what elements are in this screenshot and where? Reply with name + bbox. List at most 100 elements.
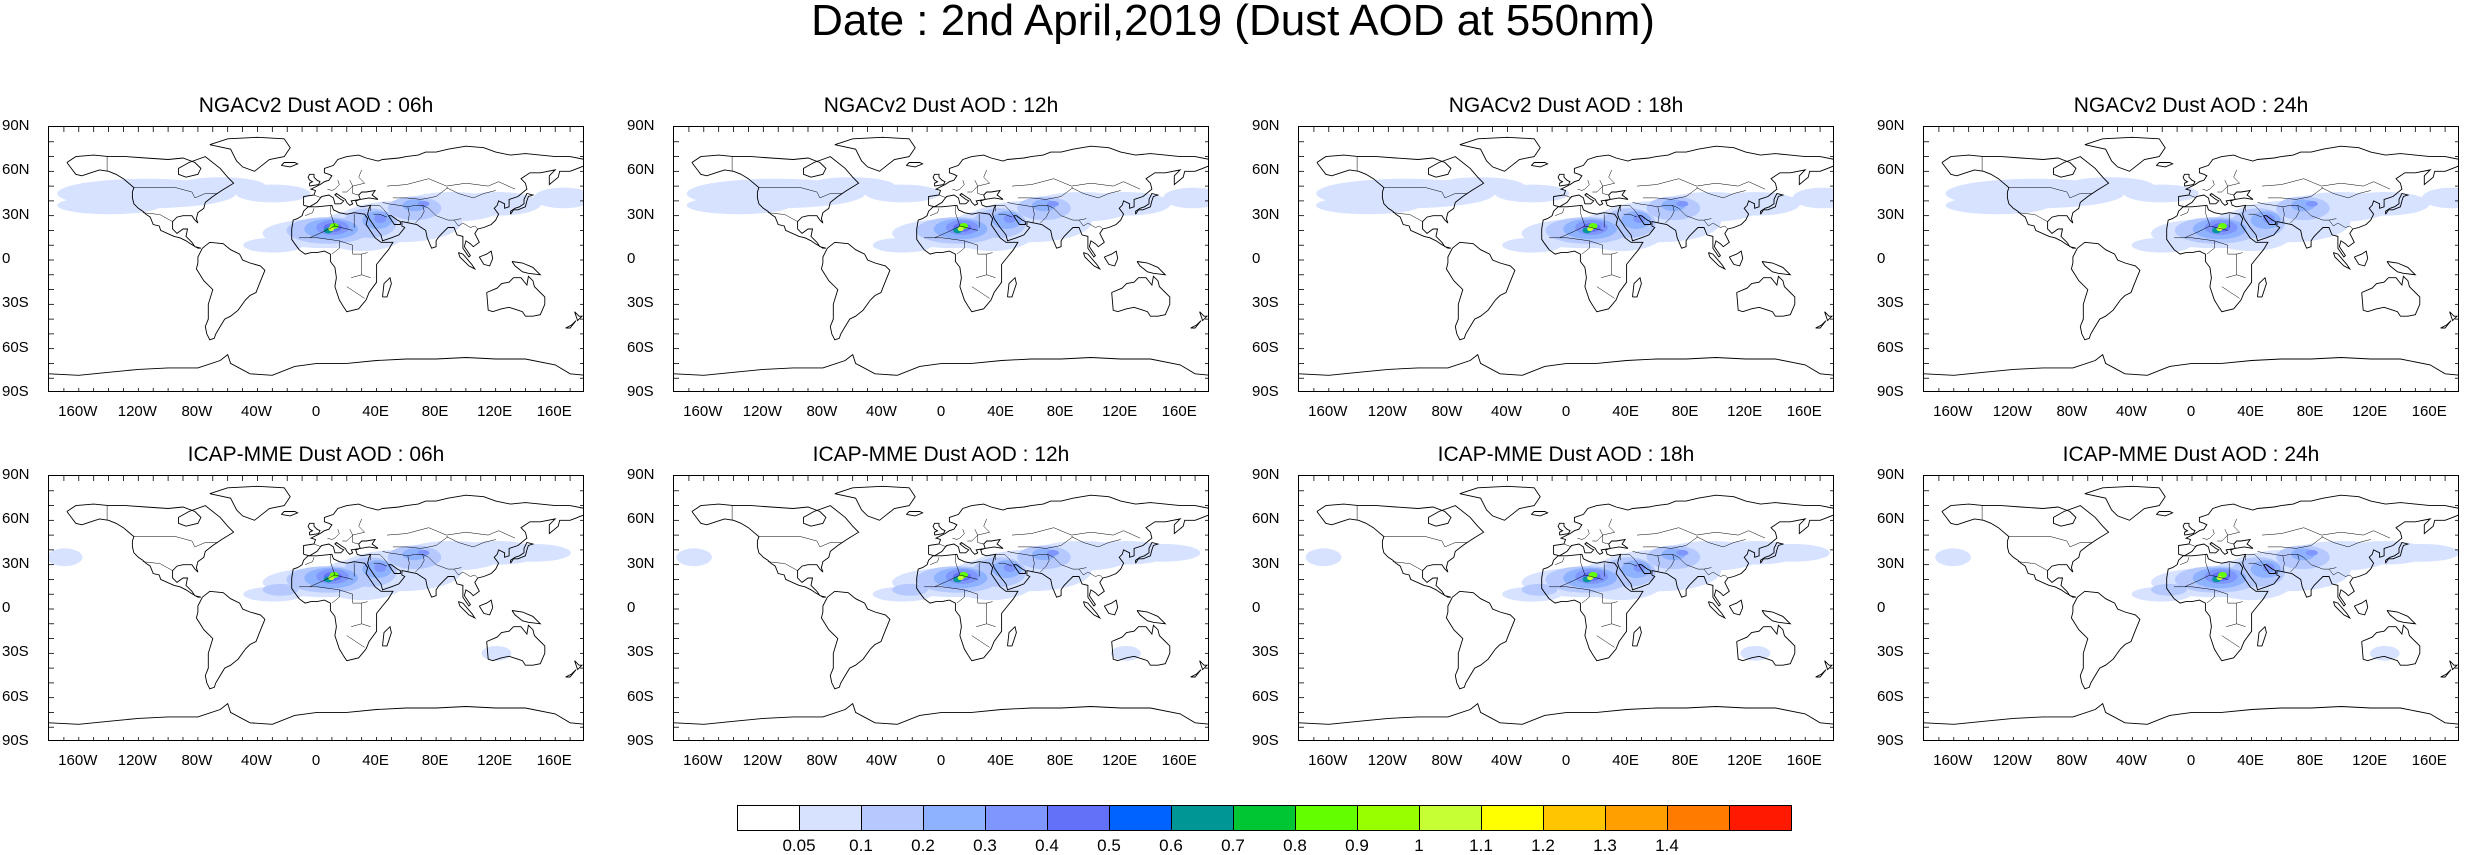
lon-tick-label: 120W: [1367, 752, 1407, 769]
country-border: [373, 562, 388, 567]
country-border: [1636, 178, 1766, 190]
colorbar-swatch: [1543, 805, 1606, 831]
country-border: [1017, 536, 1074, 549]
colorbar-swatch: [1233, 805, 1296, 831]
lon-tick-label: 80E: [2296, 752, 2324, 769]
country-border: [446, 187, 496, 199]
coastline: [1111, 275, 1171, 317]
country-border: [1581, 589, 1590, 604]
lon-tick-label: 40E: [362, 403, 389, 420]
country-border: [952, 180, 965, 191]
coastline: [2361, 275, 2421, 317]
dust-aod-map: [674, 476, 1208, 740]
coastline: [1638, 564, 1651, 574]
coastline: [382, 625, 392, 647]
country-border: [1602, 518, 1616, 545]
coastline: [388, 564, 401, 574]
coastline: [1760, 541, 1785, 564]
coastline: [1638, 215, 1651, 225]
lon-tick-label: 0: [1561, 752, 1571, 769]
panel-title: ICAP-MME Dust AOD : 24h: [2062, 443, 2320, 466]
country-border: [986, 274, 996, 278]
country-border: [453, 219, 478, 230]
country-border: [305, 208, 315, 216]
dust-plume: [243, 237, 303, 253]
dust-plume: [2131, 237, 2192, 253]
country-border: [1078, 219, 1103, 230]
country-border: [428, 557, 462, 570]
coastline: [1541, 204, 1644, 313]
coastline: [49, 702, 583, 725]
coastline: [2166, 553, 2269, 662]
coastline: [1736, 624, 1796, 666]
country-border: [1017, 187, 1074, 200]
map-panel: [673, 126, 1209, 392]
coastline: [1941, 503, 2110, 598]
country-border: [1665, 205, 1675, 224]
country-border: [133, 187, 218, 199]
dust-plume: [49, 548, 83, 567]
country-border: [930, 557, 940, 565]
coastline: [2361, 624, 2421, 666]
dust-aod-map: [1299, 476, 1833, 740]
coastline: [382, 276, 392, 298]
dust-plume: [2305, 200, 2318, 207]
country-border: [142, 212, 173, 222]
dust-plume: [374, 214, 387, 224]
lon-tick-label: 0: [311, 752, 321, 769]
dust-plume: [1521, 583, 1558, 596]
dust-plume: [262, 583, 299, 596]
lat-tick-label: 0: [1252, 250, 1261, 267]
country-border: [1053, 557, 1087, 570]
coastline: [1941, 154, 2110, 249]
dust-plume: [2422, 187, 2458, 209]
country-border: [2321, 536, 2371, 548]
lon-tick-label: 160W: [683, 403, 723, 420]
lat-tick-label: 90N: [627, 117, 655, 134]
dust-plume: [2262, 214, 2275, 224]
country-border: [934, 225, 978, 239]
coastline: [1136, 610, 1167, 625]
country-border: [1549, 586, 1603, 595]
coastline: [1190, 320, 1202, 329]
dust-plume: [533, 187, 583, 209]
lon-tick-label: 160W: [1308, 403, 1348, 420]
coastline: [195, 590, 266, 690]
country-border: [2303, 557, 2337, 570]
coastline: [1013, 215, 1026, 225]
lon-tick-label: 120W: [117, 752, 157, 769]
country-border: [2188, 194, 2197, 199]
lon-tick-label: 160W: [1308, 752, 1348, 769]
lat-tick-label: 0: [2, 599, 11, 616]
lat-tick-label: 60S: [1877, 338, 1904, 356]
colorbar-swatch: [1171, 805, 1234, 831]
lon-tick-label: 160E: [536, 752, 572, 769]
country-border: [938, 543, 947, 548]
coastline: [1082, 601, 1102, 620]
lon-tick-label: 160E: [536, 403, 572, 420]
country-border: [2257, 202, 2285, 224]
coastline: [1136, 261, 1167, 276]
dust-aod-map: [674, 127, 1208, 391]
country-border: [2267, 187, 2324, 200]
coastline: [905, 162, 924, 168]
coastline: [820, 590, 891, 690]
country-border: [1602, 169, 1616, 196]
colorbar-swatch: [1481, 805, 1544, 831]
country-border: [352, 245, 368, 255]
lon-tick-label: 80W: [1431, 403, 1463, 420]
country-border: [142, 561, 173, 571]
lat-tick-label: 90S: [1877, 383, 1904, 400]
colorbar-label: 1.1: [1469, 836, 1493, 855]
country-border: [956, 240, 965, 255]
coastline: [195, 241, 266, 341]
coastline: [307, 173, 321, 187]
lon-tick-label: 40W: [1491, 752, 1522, 769]
coastline: [1815, 669, 1827, 678]
dust-plume: [1494, 184, 1570, 203]
country-border: [407, 554, 429, 558]
coastline: [457, 252, 477, 271]
dust-plume: [1110, 645, 1141, 661]
lat-tick-label: 60N: [627, 161, 655, 179]
coastline: [2178, 494, 2458, 607]
